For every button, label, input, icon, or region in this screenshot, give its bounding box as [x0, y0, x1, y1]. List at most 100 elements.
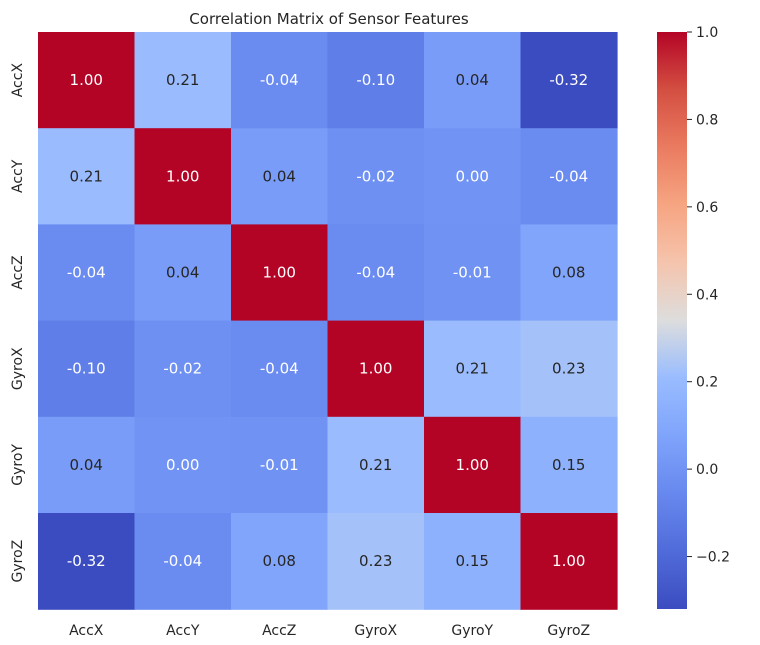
cell-value-label: 0.00: [166, 456, 199, 474]
heatmap-cells: [38, 32, 618, 610]
cell-value-label: 1.00: [70, 71, 103, 89]
heatmap-cell: [38, 513, 136, 610]
heatmap-cell: [327, 513, 425, 610]
cell-value-label: 0.08: [263, 552, 296, 570]
colorbar-tick-label: 0.0: [696, 462, 718, 478]
y-tick-label: GyroX: [10, 347, 26, 390]
cell-value-label: 0.15: [456, 552, 489, 570]
y-tick-label: AccZ: [10, 255, 26, 289]
cell-value-label: 0.21: [166, 71, 199, 89]
cell-value-label: -0.01: [260, 456, 299, 474]
cell-value-label: 0.08: [552, 264, 585, 282]
heatmap-cell: [38, 416, 136, 514]
heatmap-cell: [231, 416, 329, 514]
heatmap-cell: [134, 416, 232, 514]
heatmap-cell: [134, 32, 232, 129]
cell-value-label: 0.23: [359, 552, 392, 570]
cell-value-label: -0.04: [67, 264, 106, 282]
heatmap-cell-labels: 1.00 0.21 -0.04 -0.10 0.04 -0.32 0.21 1.00 0.04 -…: [67, 71, 588, 570]
x-tick-label: AccZ: [262, 623, 296, 639]
heatmap-cell: [231, 128, 329, 225]
chart-title: Correlation Matrix of Sensor Features: [189, 10, 469, 28]
heatmap-cell: [38, 320, 136, 418]
y-tick-label: GyroY: [10, 444, 26, 486]
cell-value-label: -0.32: [67, 552, 106, 570]
colorbar-tick-label: 0.6: [696, 200, 718, 216]
heatmap-cell: [327, 224, 425, 322]
heatmap-cell: [424, 32, 522, 129]
cell-value-label: -0.02: [356, 167, 395, 185]
x-tick-label: AccY: [166, 623, 200, 639]
heatmap-cell: [424, 128, 522, 225]
heatmap-cell: [520, 32, 618, 129]
cell-value-label: -0.01: [453, 264, 492, 282]
heatmap-cell: [520, 416, 618, 514]
cell-value-label: 0.21: [70, 167, 103, 185]
heatmap-cell: [424, 513, 522, 610]
heatmap-cell: [327, 32, 425, 129]
cell-value-label: 0.04: [456, 71, 489, 89]
cell-value-label: -0.32: [549, 71, 588, 89]
cell-value-label: 0.21: [456, 360, 489, 378]
x-tick-label: GyroX: [354, 623, 397, 639]
heatmap-cell: [231, 320, 329, 418]
heatmap-cell: [520, 320, 618, 418]
cell-value-label: 1.00: [456, 456, 489, 474]
cell-value-label: 1.00: [166, 167, 199, 185]
cell-value-label: -0.10: [67, 360, 106, 378]
heatmap-cell: [231, 513, 329, 610]
cell-value-label: 0.15: [552, 456, 585, 474]
cell-value-label: -0.10: [356, 71, 395, 89]
cell-value-label: -0.04: [163, 552, 202, 570]
colorbar-tick-label: 1.0: [696, 25, 718, 41]
colorbar-ticks: −0.2 0.0 0.2 0.4 0.6 0.8 1.0: [687, 25, 730, 566]
cell-value-label: 0.04: [70, 456, 103, 474]
heatmap-cell: [520, 224, 618, 322]
x-axis: AccX AccY AccZ GyroX GyroY GyroZ: [69, 623, 590, 639]
y-tick-label: AccX: [10, 63, 26, 98]
heatmap-cell: [327, 320, 425, 418]
heatmap-cell: [327, 416, 425, 514]
cell-value-label: -0.04: [260, 71, 299, 89]
colorbar-tick-label: 0.2: [696, 375, 718, 391]
cell-value-label: 1.00: [263, 264, 296, 282]
x-tick-label: AccX: [69, 623, 104, 639]
cell-value-label: 0.04: [166, 264, 199, 282]
colorbar-tick-label: 0.8: [696, 112, 718, 128]
heatmap-cell: [134, 128, 232, 225]
colorbar-gradient: [657, 32, 687, 609]
cell-value-label: 0.21: [359, 456, 392, 474]
heatmap-cell: [38, 32, 136, 129]
cell-value-label: -0.04: [260, 360, 299, 378]
heatmap-cell: [134, 513, 232, 610]
heatmap-cell: [424, 416, 522, 514]
colorbar-tick-label: 0.4: [696, 287, 718, 303]
colorbar: −0.2 0.0 0.2 0.4 0.6 0.8 1.0: [657, 25, 730, 609]
heatmap-cell: [38, 224, 136, 322]
y-tick-label: AccY: [10, 159, 26, 193]
cell-value-label: -0.04: [356, 264, 395, 282]
cell-value-label: 0.04: [263, 167, 296, 185]
heatmap-cell: [134, 224, 232, 322]
heatmap-cell: [520, 513, 618, 610]
cell-value-label: 1.00: [552, 552, 585, 570]
cell-value-label: 0.23: [552, 360, 585, 378]
heatmap-cell: [327, 128, 425, 225]
heatmap-cell: [520, 128, 618, 225]
cell-value-label: -0.04: [549, 167, 588, 185]
heatmap-cell: [38, 128, 136, 225]
x-tick-label: GyroY: [451, 623, 493, 639]
heatmap-cell: [424, 224, 522, 322]
heatmap-cell: [424, 320, 522, 418]
x-tick-label: GyroZ: [547, 623, 590, 639]
y-axis: AccX AccY AccZ GyroX GyroY GyroZ: [10, 63, 26, 583]
cell-value-label: 0.00: [456, 167, 489, 185]
cell-value-label: -0.02: [163, 360, 202, 378]
colorbar-tick-label: −0.2: [696, 550, 730, 566]
cell-value-label: 1.00: [359, 360, 392, 378]
heatmap-cell: [231, 32, 329, 129]
heatmap-cell: [231, 224, 329, 322]
y-tick-label: GyroZ: [10, 540, 26, 583]
heatmap-cell: [134, 320, 232, 418]
